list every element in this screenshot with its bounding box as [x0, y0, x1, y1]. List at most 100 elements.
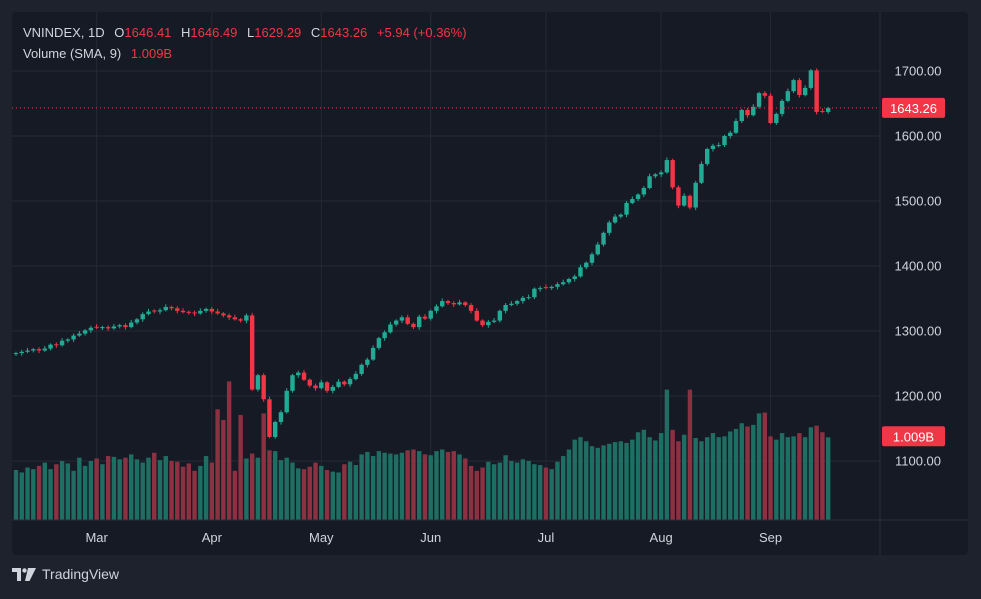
- candle-body: [313, 385, 318, 389]
- volume-bar: [497, 462, 503, 520]
- volume-bar: [19, 472, 24, 520]
- time-axis: Mar Apr May Jun Jul Aug Sep: [85, 530, 782, 545]
- volume-bar: [94, 458, 99, 520]
- candle-body: [722, 136, 727, 146]
- volume-bar: [434, 451, 439, 520]
- open-value: O1646.41: [114, 25, 172, 40]
- time-axis-label: May: [309, 530, 334, 545]
- candle-body: [221, 313, 226, 316]
- price-chart[interactable]: 1700.00 1600.00 1500.00 1400.00 1300.00 1200.…: [12, 12, 968, 555]
- volume-bar: [249, 453, 255, 520]
- candle-body: [411, 323, 416, 328]
- candle-body: [664, 160, 670, 173]
- volume-bar: [169, 460, 174, 520]
- volume-bar: [607, 443, 612, 520]
- volume-bar: [342, 464, 347, 520]
- candle-body: [267, 399, 272, 437]
- volume-bar: [77, 457, 82, 520]
- candle-body: [422, 316, 428, 319]
- price-tick-label: 1100.00: [895, 454, 941, 469]
- candle-body: [612, 216, 618, 223]
- volume-bar: [716, 437, 721, 520]
- candle-body: [537, 288, 543, 290]
- candle-body: [445, 301, 451, 304]
- candle-body: [376, 338, 382, 348]
- candle-body: [474, 310, 479, 321]
- volume-bar: [768, 436, 773, 520]
- candle-body: [54, 344, 59, 346]
- candle-body: [31, 349, 36, 351]
- volume-indicator-value: 1.009B: [130, 46, 173, 61]
- volume-bar: [687, 389, 693, 520]
- candle-body: [745, 110, 750, 116]
- volume-bar: [319, 465, 324, 520]
- candle-body: [434, 306, 439, 311]
- price-tick-label: 1300.00: [895, 324, 942, 339]
- candles: [13, 68, 831, 439]
- candle-body: [428, 310, 433, 319]
- volume-bar: [751, 424, 756, 520]
- candle-body: [13, 353, 19, 355]
- candle-body: [59, 340, 65, 346]
- candle-body: [65, 339, 71, 341]
- volume-bar: [658, 433, 664, 520]
- volume-bar: [532, 464, 537, 520]
- volume-bar: [382, 452, 387, 520]
- candle-body: [129, 322, 134, 328]
- candle-body: [175, 308, 180, 311]
- candle-body: [330, 386, 335, 391]
- volume-bar: [739, 423, 744, 520]
- volume-bar: [814, 425, 819, 520]
- candle-body: [209, 308, 215, 312]
- volume-bar: [520, 459, 526, 520]
- volume-bar: [313, 462, 318, 520]
- chart-panel[interactable]: 1700.00 1600.00 1500.00 1400.00 1300.00 1200.…: [12, 12, 968, 555]
- volume-bar: [710, 433, 716, 520]
- volume-bar: [693, 438, 698, 520]
- candle-body: [152, 310, 157, 312]
- volume-bar: [152, 452, 157, 520]
- volume-bar: [463, 458, 468, 520]
- last-price-text: 1643.26: [890, 101, 937, 116]
- candle-body: [699, 163, 704, 183]
- candle-body: [307, 379, 312, 386]
- volume-bar: [203, 456, 209, 520]
- candle-body: [463, 302, 468, 305]
- candle-body: [157, 310, 163, 312]
- volume-bar: [825, 437, 831, 520]
- volume-bar: [238, 415, 243, 520]
- candle-body: [468, 305, 474, 311]
- volume-bar: [301, 469, 307, 520]
- candle-body: [192, 312, 197, 314]
- volume-bar: [676, 441, 681, 520]
- tradingview-brand[interactable]: TradingView: [12, 566, 119, 582]
- volume-bar: [140, 462, 145, 520]
- volume-bar: [324, 469, 330, 520]
- candle-body: [19, 351, 24, 354]
- volume-bars: [13, 381, 831, 520]
- volume-bar: [653, 440, 658, 520]
- last-price-label: 1643.26: [882, 97, 945, 118]
- volume-bar: [445, 451, 451, 520]
- candle-body: [520, 297, 526, 302]
- candle-body: [94, 326, 99, 328]
- candle-body: [278, 412, 284, 422]
- low-value: L1629.29: [247, 25, 302, 40]
- volume-bar: [664, 389, 670, 520]
- volume-bar: [641, 429, 647, 520]
- candle-body: [607, 222, 612, 233]
- candle-body: [756, 93, 762, 107]
- candle-body: [808, 70, 814, 88]
- candle-body: [589, 254, 595, 263]
- candle-body: [198, 310, 203, 314]
- volume-bar: [808, 427, 814, 520]
- volume-bar: [255, 457, 261, 520]
- volume-bar: [561, 456, 566, 520]
- candle-body: [249, 315, 255, 390]
- volume-bar: [595, 447, 600, 520]
- volume-bar: [163, 456, 168, 520]
- volume-bar: [618, 441, 623, 520]
- volume-bar: [457, 454, 462, 520]
- volume-bar: [417, 451, 422, 520]
- price-tick-label: 1700.00: [895, 64, 942, 79]
